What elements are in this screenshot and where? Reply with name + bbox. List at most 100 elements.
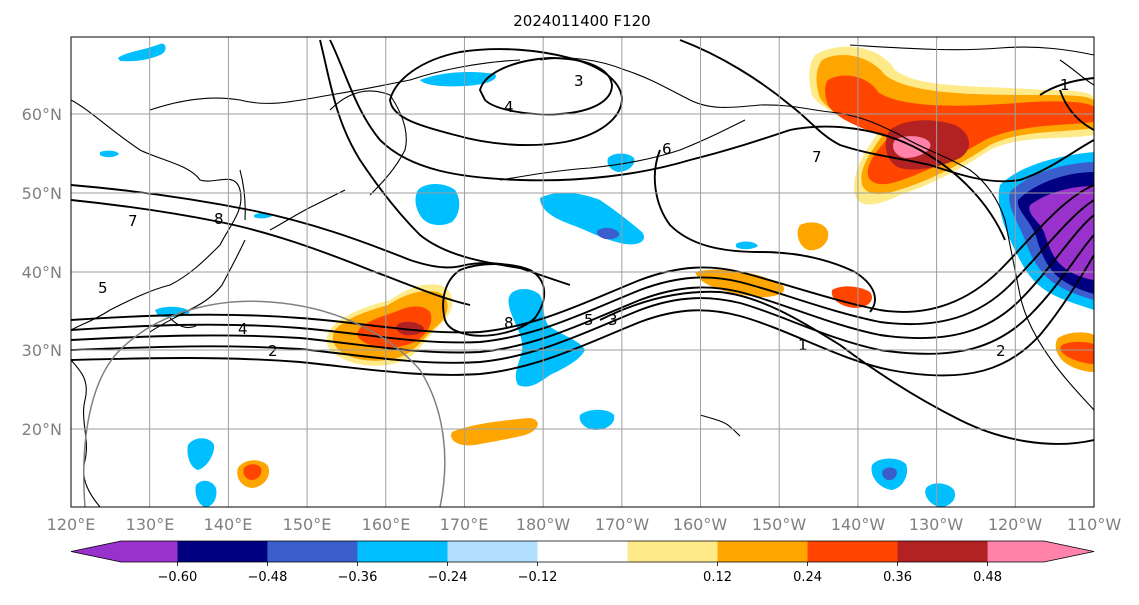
positive-anomaly-west-pacific-darkred [396, 321, 425, 336]
contour-line-2 [71, 199, 1094, 344]
negative-anomaly-far-southeast [925, 483, 956, 507]
range-circle [83, 300, 446, 507]
colorbar-segment [357, 541, 448, 562]
negative-anomaly-hawaii-east-blue [882, 467, 897, 481]
contour-line-1 [71, 184, 1094, 334]
coast-siberia-north [149, 59, 521, 111]
colorbar-tick-label: −0.36 [338, 570, 378, 585]
colorbar-segment [71, 541, 178, 562]
positive-anomaly-red-142w [831, 286, 873, 308]
negative-anomaly-south-east [579, 409, 615, 430]
colorbar-tick-label: 0.24 [793, 570, 822, 585]
coast-asia-south [71, 359, 101, 507]
colorbar: −0.60 −0.48 −0.36 −0.24 −0.12 0.12 0.24 0.36 0.4… [70, 540, 1095, 585]
lat-label-50n: 50°N [22, 184, 62, 203]
map-title: 2024011400 F120 [513, 12, 650, 30]
colorbar-tick-label: 0.36 [883, 570, 912, 585]
contour-label: 1 [798, 336, 808, 354]
colorbar-tick-label: −0.60 [157, 570, 197, 585]
map-frame [70, 36, 1095, 508]
negative-anomaly-small-1 [100, 150, 119, 158]
contour-label: 2 [268, 342, 278, 360]
colorbar-outline [70, 540, 1095, 563]
contour-label: 8 [214, 210, 224, 228]
contour-line-10 [478, 57, 613, 116]
gridlines [71, 37, 1094, 507]
contour-label: 5 [584, 311, 594, 329]
contour-label: 3 [608, 311, 618, 329]
colorbar-segment [537, 541, 629, 562]
lat-label-60n: 60°N [22, 105, 62, 124]
positive-anomaly-orange-140w [797, 222, 829, 251]
contour-label: 1 [1060, 76, 1070, 94]
contour-line-6 [71, 199, 1094, 445]
lon-label: 160°W [673, 515, 728, 534]
coast-kuril-islands [269, 189, 346, 231]
positive-anomaly-baja-red [1060, 341, 1094, 364]
negative-anomaly-west-arctic [118, 43, 166, 62]
contour-label: 4 [504, 98, 514, 116]
lon-label: 120°W [988, 515, 1043, 534]
contour-line-15 [1039, 77, 1094, 131]
coast-asia [71, 99, 242, 331]
contour-line-14 [653, 149, 876, 313]
positive-anomaly-west-pacific-red [357, 306, 432, 348]
positive-anomaly-mid-pacific [695, 269, 785, 298]
contour-label: 2 [996, 342, 1006, 360]
colorbar-segment [177, 541, 268, 562]
contour-label: 7 [128, 212, 138, 230]
anomaly-fill-layer [100, 43, 1094, 507]
negative-anomaly-aleutian [607, 153, 635, 172]
contour-label: 8 [504, 314, 514, 332]
negative-anomaly-small-2 [736, 241, 758, 250]
contour-label: 7 [812, 148, 822, 166]
colorbar-tick-label: 0.48 [973, 570, 1002, 585]
colorbar-segment [807, 541, 899, 562]
lon-label: 120°E [47, 515, 96, 534]
lon-label: 130°E [126, 515, 175, 534]
positive-anomaly-south-central [451, 418, 538, 446]
contour-layer [71, 39, 1094, 445]
contour-label: 6 [662, 140, 672, 158]
lat-label-30n: 30°N [22, 341, 62, 360]
colorbar-segment [267, 541, 358, 562]
negative-anomaly-mid-pacific-north-blue [596, 227, 620, 240]
contour-line-13 [679, 39, 1094, 183]
negative-anomaly-bering [420, 72, 496, 87]
contour-label: 3 [574, 72, 584, 90]
colorbar-segment [897, 541, 989, 562]
colorbar-tick-label: −0.48 [248, 570, 288, 585]
lon-label: 150°E [283, 515, 332, 534]
lon-label: 140°W [831, 515, 886, 534]
contour-line-3 [71, 214, 1094, 354]
negative-anomaly-mid-pacific-north [540, 192, 645, 245]
lon-label: 150°W [752, 515, 807, 534]
lon-label: 110°W [1067, 515, 1122, 534]
lon-label: 160°E [362, 515, 411, 534]
longitude-labels: 120°E 130°E 140°E 150°E 160°E 170°E 180°… [47, 515, 1122, 534]
coast-canada-north [849, 44, 1094, 86]
negative-anomaly-west-pacific-north [415, 184, 460, 226]
colorbar-segment [447, 541, 538, 562]
lon-label: 140°E [204, 515, 253, 534]
contour-line-4 [71, 234, 1094, 364]
contour-label: 5 [98, 279, 108, 297]
colorbar-segment [717, 541, 809, 562]
contour-line-5 [71, 254, 1094, 377]
lat-label-20n: 20°N [22, 420, 62, 439]
negative-anomaly-southwest-1 [187, 438, 215, 470]
contour-label: 4 [238, 320, 248, 338]
positive-anomaly-south-west-red [243, 464, 262, 480]
contour-line-11 [329, 39, 1006, 241]
negative-anomaly-southwest-2 [195, 480, 217, 507]
coast-hawaii [699, 414, 741, 437]
contour-label-layer: 7 8 5 4 2 3 4 6 7 8 5 3 1 2 1 [98, 72, 1070, 360]
colorbar-segment [627, 541, 719, 562]
map-area: 7 8 5 4 2 3 4 6 7 8 5 3 1 2 1 [71, 37, 1094, 507]
lon-label: 170°W [595, 515, 650, 534]
lon-label: 170°E [440, 515, 489, 534]
coast-japan [149, 239, 246, 333]
colorbar-tick-label: −0.24 [428, 570, 468, 585]
